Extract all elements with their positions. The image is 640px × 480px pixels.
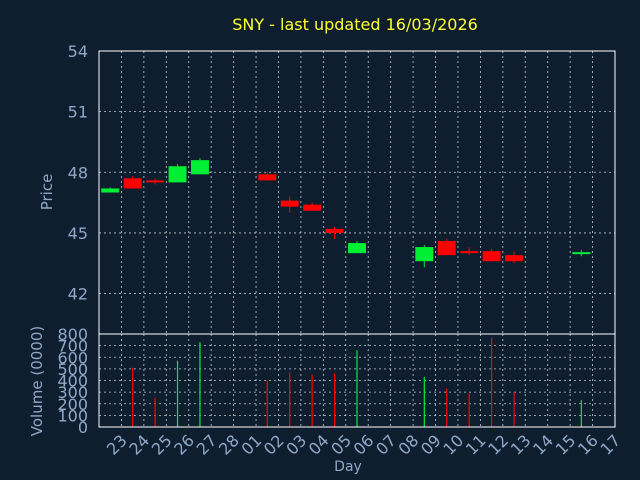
candle-body — [123, 178, 142, 189]
volume-y-tick-label: 500 — [57, 360, 88, 379]
price-candles — [101, 158, 591, 268]
volume-y-tick-label: 400 — [57, 372, 88, 391]
candle-body — [101, 188, 120, 193]
candle-body — [258, 174, 277, 181]
volume-y-tick-label: 300 — [57, 383, 88, 402]
candle-body — [146, 180, 165, 183]
price-panel: 42 45 48 51 54 Price — [38, 42, 616, 335]
volume-y-tick-label: 700 — [57, 337, 88, 356]
candle-body — [437, 241, 456, 256]
volume-y-tick-label: 600 — [57, 348, 88, 367]
candle-body — [415, 247, 434, 262]
x-tick-labels: 2324252627280102030405060708091011121314… — [103, 431, 624, 459]
chart-title: SNY - last updated 16/03/2026 — [232, 15, 478, 34]
price-y-tick-label: 51 — [68, 103, 88, 122]
candle-body — [348, 243, 366, 254]
candle-body — [460, 251, 479, 254]
volume-axis-label: Volume (0000) — [28, 326, 46, 436]
price-grid — [99, 50, 615, 334]
x-axis-label: Day — [334, 459, 362, 475]
price-y-tick-label: 48 — [68, 163, 88, 182]
volume-y-tick-label: 800 — [57, 325, 88, 344]
price-y-tick-label: 45 — [68, 224, 88, 243]
volume-y-tick-label: 0 — [78, 418, 88, 437]
price-y-tick-label: 42 — [68, 285, 88, 304]
candle-body — [168, 166, 187, 183]
price-y-tick-labels: 42 45 48 51 54 — [68, 42, 88, 304]
volume-y-tick-label: 100 — [57, 406, 88, 425]
x-tick-label: 17 — [596, 431, 624, 459]
candle-body — [482, 251, 501, 262]
candle-body — [505, 255, 524, 262]
candle-body — [325, 228, 344, 233]
candle-body — [303, 204, 322, 211]
candle-body — [280, 200, 299, 207]
candle-body — [190, 160, 209, 175]
price-y-tick-label: 54 — [68, 42, 88, 61]
volume-bars — [132, 337, 582, 427]
candle-body — [572, 252, 591, 255]
volume-y-tick-label: 200 — [57, 395, 88, 414]
price-frame — [98, 50, 616, 335]
price-axis-label: Price — [38, 174, 56, 211]
volume-frame — [98, 333, 616, 428]
